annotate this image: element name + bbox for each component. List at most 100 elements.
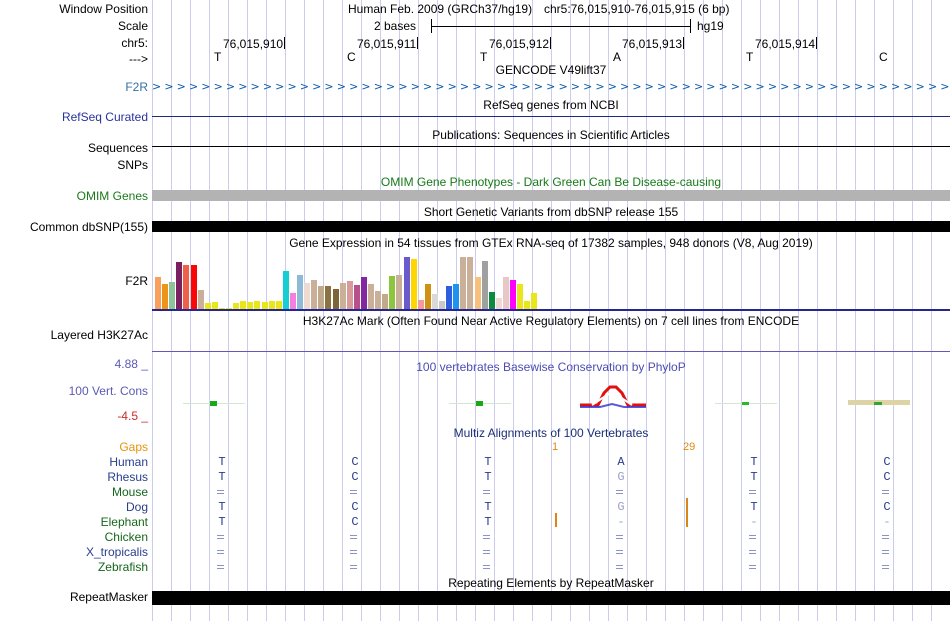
label-snps[interactable]: SNPs <box>117 158 148 172</box>
label-layered-h3k27ac[interactable]: Layered H3K27Ac <box>50 328 148 342</box>
label-omim-genes[interactable]: OMIM Genes <box>76 189 148 203</box>
gtex-tissue-bar[interactable] <box>431 294 438 311</box>
gtex-tissue-bar[interactable] <box>417 300 424 311</box>
gtex-tissue-bar[interactable] <box>467 257 474 311</box>
refseq-gene-line[interactable] <box>152 116 950 117</box>
conservation-score-mark <box>475 401 483 406</box>
gtex-tissue-bar[interactable] <box>311 280 318 311</box>
gtex-tissue-bar[interactable] <box>360 277 367 311</box>
gtex-tissue-bar[interactable] <box>183 265 190 311</box>
gtex-tissue-bar[interactable] <box>474 277 481 311</box>
gtex-tissue-bar[interactable] <box>353 285 360 311</box>
gtex-tissue-bar[interactable] <box>304 283 311 311</box>
label-cons-title[interactable]: 100 Vert. Cons <box>68 384 148 398</box>
gtex-tissue-bar[interactable] <box>318 286 325 311</box>
publications-line[interactable] <box>152 146 950 147</box>
ruler-coordinate-label: 76,015,910 <box>223 37 284 51</box>
label-species-dog: Dog <box>125 500 148 514</box>
repeatmasker-bar[interactable] <box>152 591 950 605</box>
gtex-expression-barchart[interactable] <box>152 253 950 311</box>
label-sequences[interactable]: Sequences <box>87 141 148 155</box>
gtex-tissue-bar[interactable] <box>368 284 374 311</box>
dbsnp-variant-bar[interactable] <box>152 221 950 232</box>
gtex-tissue-bar[interactable] <box>339 283 346 311</box>
gtex-tissue-bar[interactable] <box>169 282 176 311</box>
gtex-tissue-bar[interactable] <box>495 298 502 311</box>
label-refseq-curated[interactable]: RefSeq Curated <box>61 110 148 124</box>
phylop-conservation-plot[interactable] <box>152 370 950 420</box>
gtex-tissue-bar[interactable] <box>382 294 389 311</box>
label-species-rhesus: Rhesus <box>107 470 148 484</box>
gtex-tissue-bar[interactable] <box>375 291 382 311</box>
label-species-xtropicalis: X_tropicalis <box>85 545 148 559</box>
alignment-row-chicken[interactable] <box>152 531 950 544</box>
gtex-tissue-bar[interactable] <box>211 302 218 311</box>
gene-strand-arrow-row[interactable]: >>>>>>>>>>>>>>>>>>>>>>>>>>>>>>>>>>>>>>>>… <box>152 81 950 92</box>
gtex-tissue-bar[interactable] <box>297 275 303 311</box>
gtex-tissue-bar[interactable] <box>389 276 396 311</box>
gtex-tissue-bar[interactable] <box>524 301 531 311</box>
alignment-base: T <box>484 500 492 514</box>
alignment-base: T <box>750 455 758 469</box>
gtex-tissue-bar[interactable] <box>247 302 254 311</box>
gtex-tissue-bar[interactable] <box>282 271 289 311</box>
ruler-coordinate-label: 76,015,913 <box>622 37 683 51</box>
ruler-tick <box>417 37 418 49</box>
gtex-tissue-bar[interactable] <box>424 284 431 311</box>
label-gaps: Gaps <box>119 440 148 454</box>
label-gtex-f2r[interactable]: F2R <box>125 274 148 288</box>
gtex-tissue-bar[interactable] <box>460 257 467 311</box>
label-gene-f2r[interactable]: F2R <box>125 80 148 94</box>
gtex-tissue-bar[interactable] <box>289 293 296 311</box>
alignment-dash <box>616 493 623 494</box>
gtex-tissue-bar[interactable] <box>176 262 183 311</box>
gtex-tissue-bar[interactable] <box>197 290 204 311</box>
label-repeatmasker[interactable]: RepeatMasker <box>69 590 148 604</box>
gtex-tissue-bar[interactable] <box>275 301 282 311</box>
gtex-tissue-bar[interactable] <box>190 265 197 311</box>
gtex-tissue-bar[interactable] <box>403 257 410 311</box>
gtex-tissue-bar[interactable] <box>446 286 453 311</box>
alignment-dash <box>483 493 490 494</box>
gtex-tissue-bar[interactable] <box>453 284 460 311</box>
omim-gene-bar[interactable] <box>152 190 950 201</box>
label-species-human: Human <box>109 455 148 469</box>
gtex-tissue-bar[interactable] <box>332 289 339 311</box>
track-title-dbsnp: Short Genetic Variants from dbSNP releas… <box>423 205 679 219</box>
ruler-tick <box>550 37 551 49</box>
gtex-tissue-bar[interactable] <box>155 277 161 311</box>
alignment-row-zebrafish[interactable] <box>152 561 950 574</box>
gtex-tissue-bar[interactable] <box>233 303 240 311</box>
alignment-dash <box>749 568 756 569</box>
gtex-tissue-bar[interactable] <box>481 261 488 311</box>
gtex-tissue-bar[interactable] <box>268 301 275 311</box>
alignment-dash <box>749 553 756 554</box>
gtex-tissue-bar[interactable] <box>410 259 417 311</box>
gtex-tissue-bar[interactable] <box>204 303 211 311</box>
gtex-tissue-bar[interactable] <box>261 302 268 311</box>
gtex-tissue-bar[interactable] <box>162 284 169 311</box>
label-common-dbsnp[interactable]: Common dbSNP(155) <box>29 220 148 234</box>
gtex-tissue-bar[interactable] <box>346 281 353 311</box>
gtex-tissue-bar[interactable] <box>502 277 509 311</box>
alignment-row-x_tropicalis[interactable] <box>152 546 950 559</box>
position-title: chr5:76,015,910-76,015,915 (6 bp) <box>544 2 730 16</box>
gtex-tissue-bar[interactable] <box>488 292 495 311</box>
gtex-tissue-bar[interactable] <box>510 280 516 311</box>
gtex-tissue-bar[interactable] <box>517 284 524 311</box>
track-data-area[interactable]: Human Feb. 2009 (GRCh37/hg19) chr5:76,01… <box>152 0 950 621</box>
gtex-tissue-bar[interactable] <box>396 275 403 311</box>
gtex-tissue-bar[interactable] <box>439 301 445 311</box>
gtex-tissue-bar[interactable] <box>325 286 332 311</box>
alignment-base: G <box>617 470 625 484</box>
alignment-row-mouse[interactable] <box>152 486 950 499</box>
assembly-title: Human Feb. 2009 (GRCh37/hg19) <box>348 2 533 16</box>
gtex-tissue-bar[interactable] <box>240 301 247 311</box>
ruler-coordinate-label: 76,015,914 <box>755 37 816 51</box>
gtex-tissue-bar[interactable] <box>531 293 538 311</box>
gtex-tissue-bar[interactable] <box>254 301 261 311</box>
